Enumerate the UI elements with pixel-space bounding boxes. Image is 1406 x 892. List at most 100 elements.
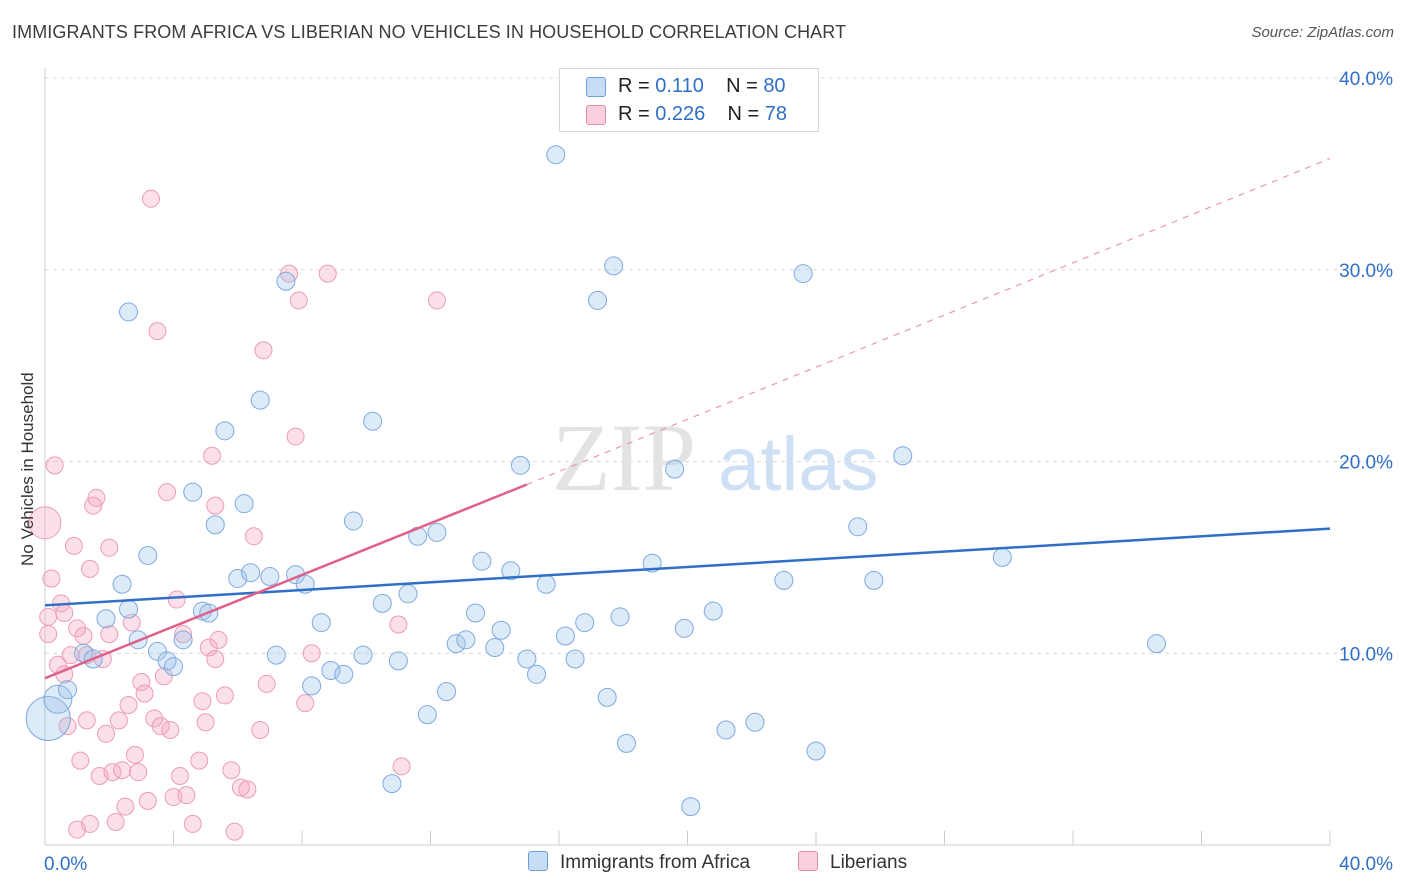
- point-liberians: [87, 488, 106, 507]
- africa-points: [25, 145, 1167, 817]
- bottom-legend-swatch-liberians: [798, 851, 818, 871]
- point-africa: [417, 705, 437, 725]
- point-liberians: [125, 745, 144, 764]
- chart-title: IMMIGRANTS FROM AFRICA VS LIBERIAN NO VE…: [12, 22, 847, 42]
- point-africa: [96, 609, 116, 629]
- y-tick-label: 20.0%: [1339, 453, 1393, 474]
- point-africa: [536, 574, 556, 594]
- point-liberians: [138, 791, 157, 810]
- point-liberians: [77, 711, 96, 730]
- point-africa: [588, 290, 608, 310]
- point-africa: [665, 459, 685, 479]
- point-liberians: [74, 626, 93, 645]
- point-liberians: [154, 667, 173, 686]
- point-africa: [228, 568, 248, 588]
- legend-swatch-africa: [586, 77, 606, 97]
- point-africa: [266, 645, 286, 665]
- point-liberians: [100, 625, 119, 644]
- point-liberians: [193, 692, 212, 711]
- point-liberians: [68, 619, 87, 638]
- point-africa: [793, 264, 813, 284]
- point-liberians: [222, 761, 241, 780]
- point-africa: [597, 687, 617, 707]
- point-liberians: [148, 322, 167, 341]
- point-liberians: [199, 638, 218, 657]
- point-africa: [465, 603, 485, 623]
- point-africa: [363, 411, 383, 431]
- point-africa: [485, 637, 505, 657]
- point-africa: [173, 630, 193, 650]
- point-africa: [575, 613, 595, 633]
- point-africa: [1147, 634, 1167, 654]
- point-liberians: [28, 506, 62, 540]
- legend-r-label: R =: [618, 75, 656, 97]
- point-liberians: [100, 538, 119, 557]
- point-africa: [745, 712, 765, 732]
- point-africa: [555, 626, 575, 646]
- bottom-legend-africa: Immigrants from Africa: [528, 851, 750, 874]
- point-liberians: [39, 607, 58, 626]
- point-liberians: [151, 717, 170, 736]
- point-africa: [716, 720, 736, 740]
- point-liberians: [251, 720, 270, 739]
- watermark-atlas: atlas: [718, 422, 879, 507]
- point-liberians: [42, 569, 61, 588]
- point-liberians: [318, 264, 337, 283]
- point-africa: [565, 649, 585, 669]
- point-africa: [311, 613, 331, 633]
- point-africa: [604, 256, 624, 276]
- point-africa: [112, 574, 132, 594]
- legend-r-value-africa: 0.110: [655, 75, 704, 97]
- point-africa: [138, 545, 158, 565]
- point-liberians: [170, 766, 189, 785]
- point-liberians: [231, 778, 250, 797]
- point-africa: [501, 561, 521, 581]
- source-label: Source: ZipAtlas.com: [1251, 24, 1394, 41]
- point-liberians: [45, 456, 64, 475]
- trend-line-liberians: [44, 483, 528, 680]
- point-liberians: [106, 812, 125, 831]
- point-liberians: [161, 720, 180, 739]
- point-liberians: [203, 446, 222, 465]
- liberians-points: [28, 189, 446, 841]
- point-africa: [893, 446, 913, 466]
- legend: R = 0.110 N = 80 R = 0.226 N = 78: [559, 68, 819, 132]
- point-liberians: [196, 713, 215, 732]
- point-liberians: [257, 674, 276, 693]
- point-africa: [427, 522, 447, 542]
- point-africa: [472, 551, 492, 571]
- point-liberians: [132, 673, 151, 692]
- point-africa: [25, 695, 71, 741]
- point-africa: [674, 618, 694, 638]
- gridlines: [45, 77, 1392, 654]
- point-africa: [774, 570, 794, 590]
- point-liberians: [97, 724, 116, 743]
- point-africa: [334, 664, 354, 684]
- watermark-zip: ZIP: [552, 404, 696, 511]
- point-africa: [992, 547, 1012, 567]
- y-tick-label: 30.0%: [1339, 261, 1393, 282]
- point-africa: [372, 593, 392, 613]
- point-africa: [205, 515, 225, 535]
- point-liberians: [302, 644, 321, 663]
- point-africa: [510, 455, 530, 475]
- point-liberians: [174, 625, 193, 644]
- x-tick-label: 0.0%: [44, 854, 87, 875]
- point-africa: [43, 684, 73, 714]
- point-liberians: [58, 717, 77, 736]
- x-tick-label: 40.0%: [1339, 854, 1393, 875]
- point-liberians: [71, 751, 90, 770]
- point-liberians: [116, 797, 135, 816]
- point-africa: [353, 645, 373, 665]
- y-tick-label: 40.0%: [1339, 69, 1393, 90]
- point-liberians: [389, 615, 408, 634]
- point-africa: [183, 482, 203, 502]
- point-africa: [681, 797, 701, 817]
- point-africa: [388, 651, 408, 671]
- trend-line-liberians-extension: [526, 157, 1331, 486]
- point-liberians: [129, 763, 148, 782]
- point-africa: [241, 563, 261, 583]
- point-africa: [446, 634, 466, 654]
- axes: [44, 68, 1331, 846]
